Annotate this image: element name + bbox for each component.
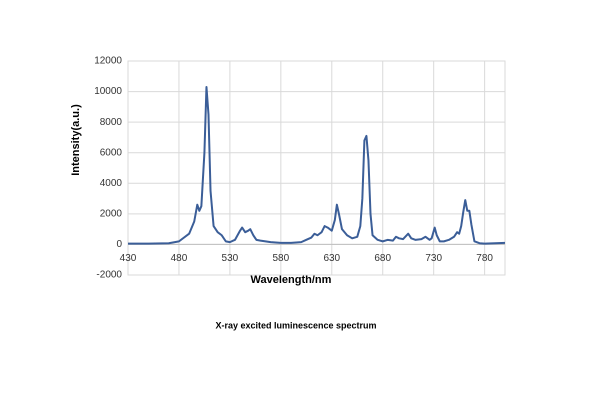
- x-tick-label: 780: [476, 253, 493, 264]
- y-axis-label: Intensity(a.u.): [70, 104, 82, 176]
- plot-border: [127, 60, 506, 276]
- x-tick-label: 580: [272, 253, 289, 264]
- x-tick-label: 730: [425, 253, 442, 264]
- x-tick-label: 480: [171, 253, 188, 264]
- x-tick-label: 630: [323, 253, 340, 264]
- y-tick-label: 2000: [100, 208, 123, 219]
- y-tick-label: 8000: [100, 117, 123, 128]
- y-tick-label: -2000: [96, 270, 122, 281]
- y-tick-label: 6000: [100, 147, 123, 158]
- y-tick-label: 4000: [100, 178, 123, 189]
- x-tick-label: 680: [374, 253, 391, 264]
- y-tick-label: 12000: [94, 56, 122, 67]
- x-tick-label: 430: [120, 253, 137, 264]
- x-axis-label: Wavelength/nm: [251, 274, 332, 286]
- y-tick-label: 10000: [94, 86, 122, 97]
- chart-title: X-ray excited luminescence spectrum: [215, 320, 376, 330]
- y-tick-label: 0: [116, 239, 122, 250]
- x-tick-label: 530: [222, 253, 239, 264]
- spectrum-line: [128, 85, 506, 245]
